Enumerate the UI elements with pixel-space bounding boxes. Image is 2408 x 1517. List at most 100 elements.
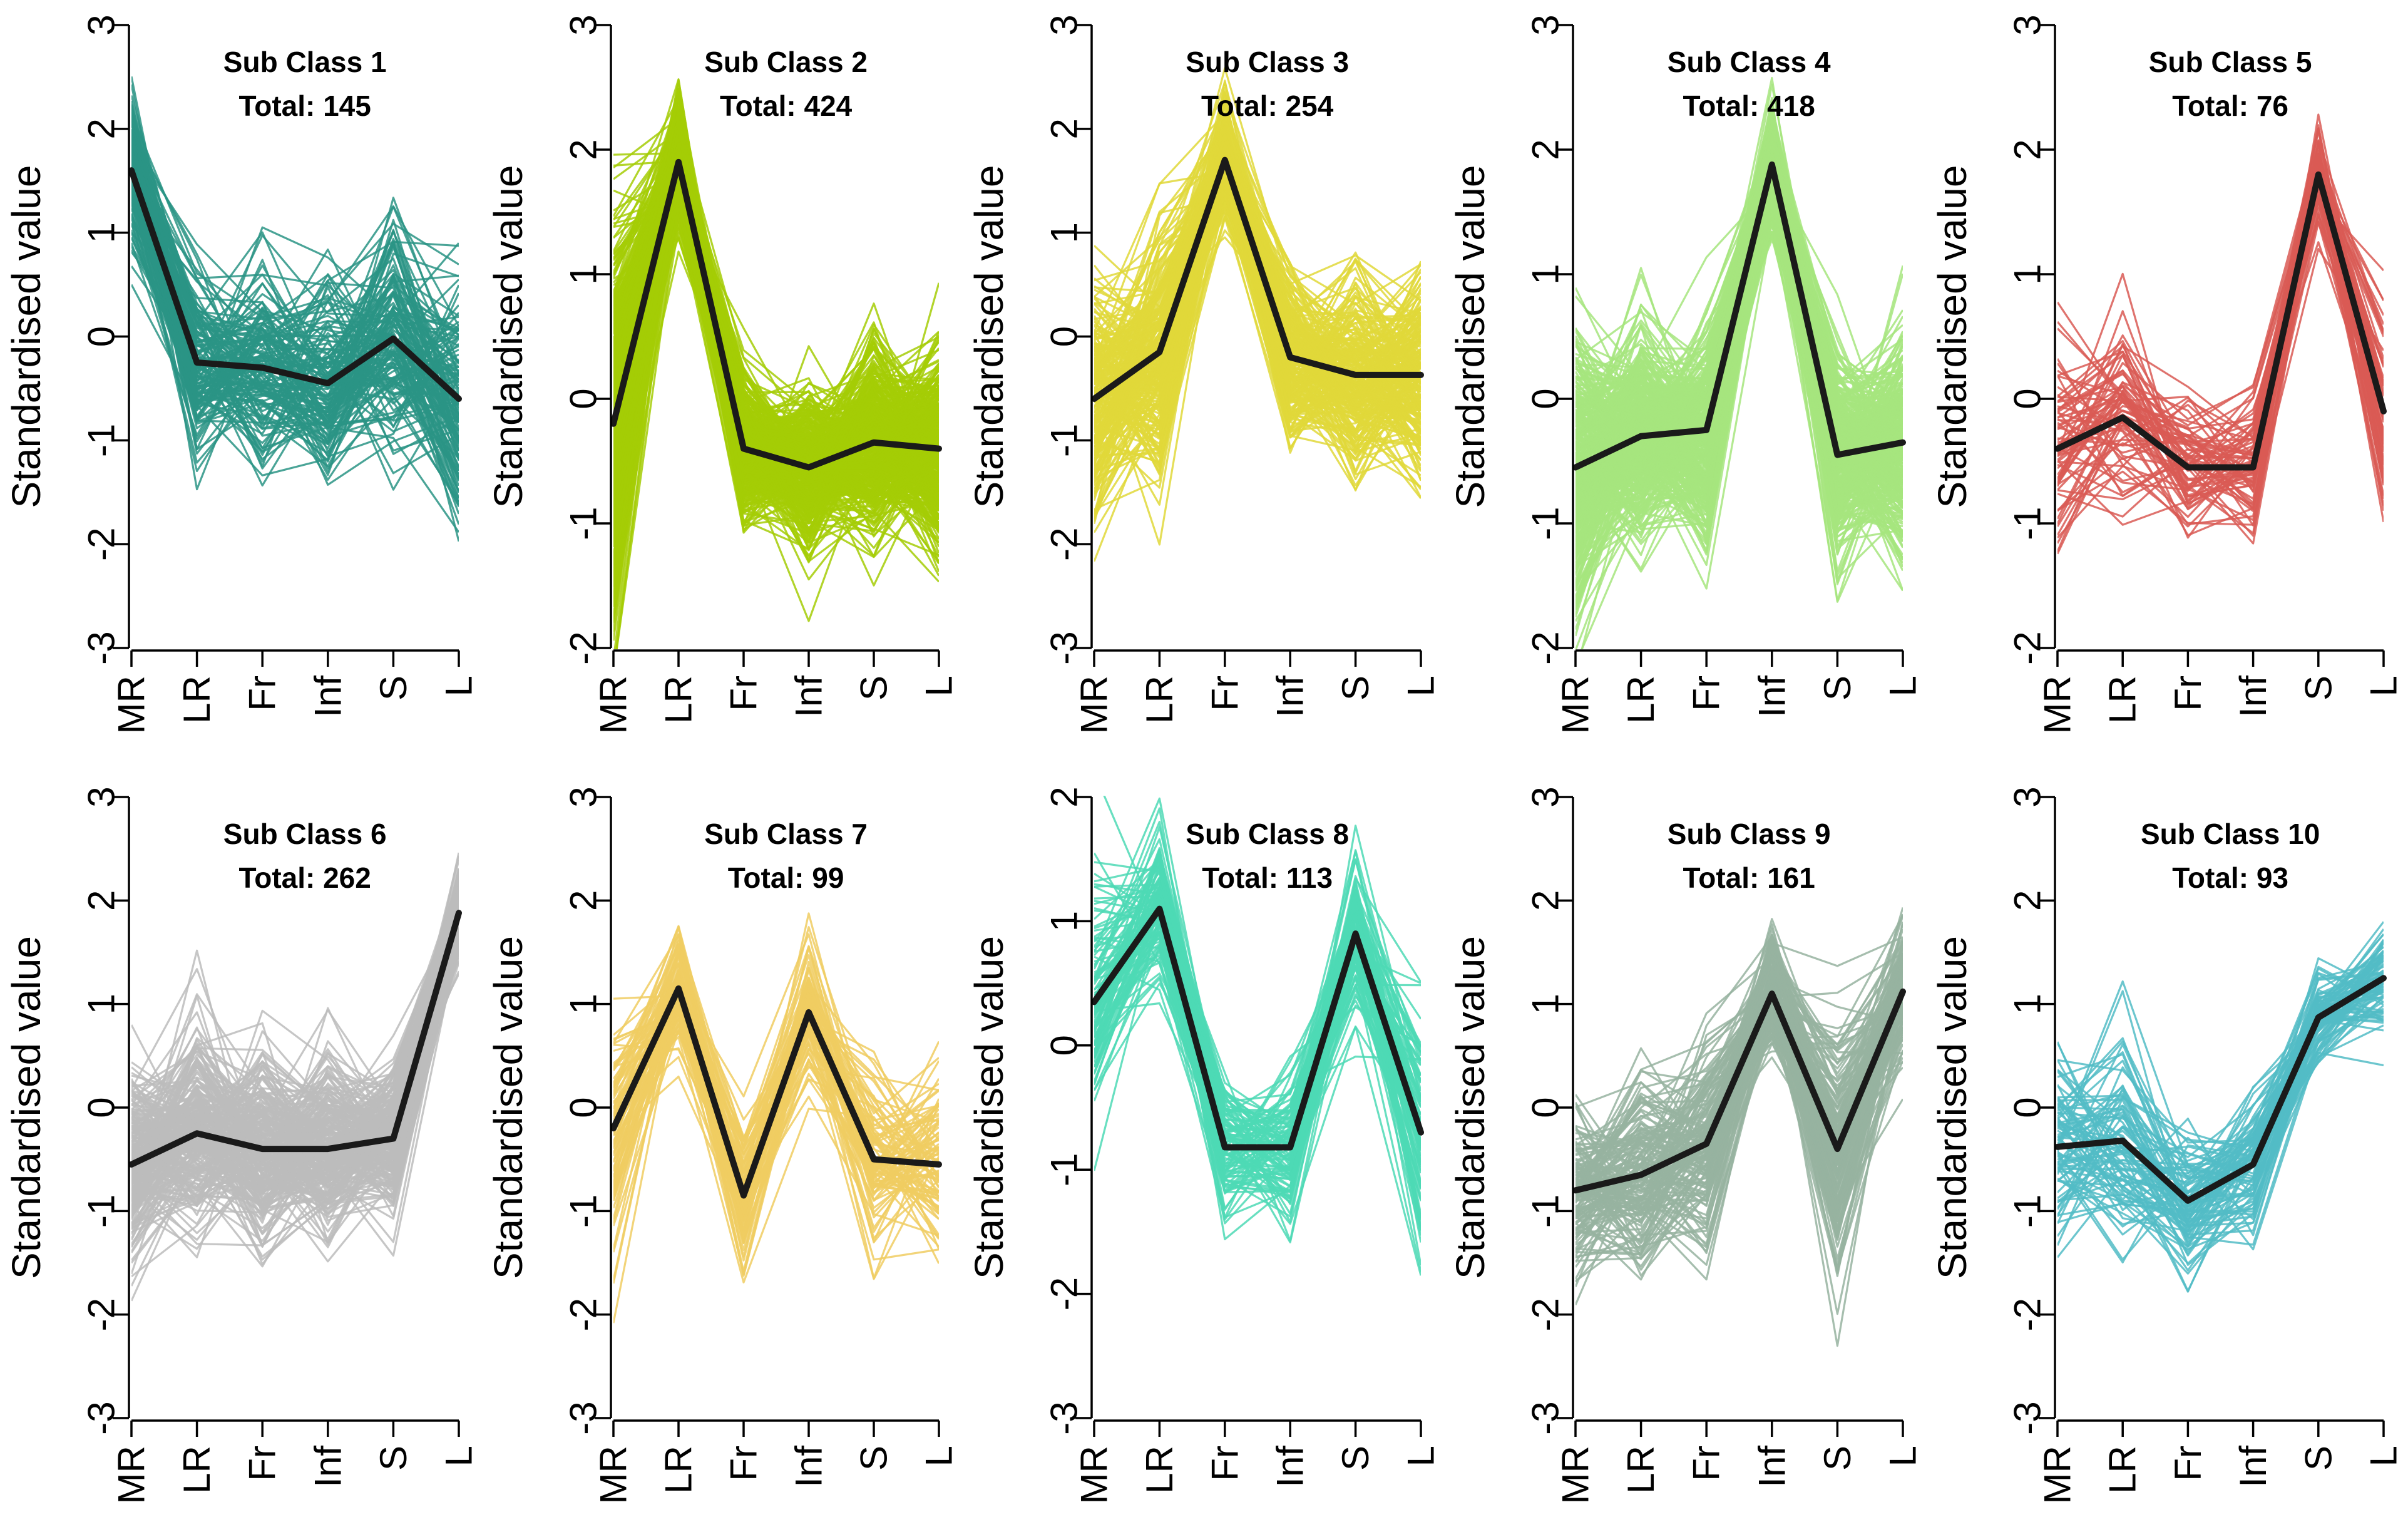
profile-line [613,983,939,1190]
profile-line [1575,939,1903,1282]
x-tick-label: S [853,1446,895,1471]
panel-total: Total: 161 [1683,861,1815,894]
profile-line [2057,933,2384,1175]
y-tick-label: -2 [563,1298,605,1331]
profile-bundle [1575,907,1903,1347]
panel-title: Sub Class 9 [1668,818,1831,850]
profile-line [1575,167,1903,548]
y-tick-label: -3 [1525,1401,1567,1434]
x-tick-label: S [1335,676,1376,701]
x-tick-label: Fr [1686,1446,1728,1481]
x-tick-label: MR [1073,1446,1115,1504]
x-tick-label: Fr [2167,676,2209,711]
profile-line [131,922,459,1225]
profile-line [1094,162,1421,427]
x-tick-label: Fr [1686,676,1728,711]
profile-line [613,978,939,1215]
panel-total: Total: 113 [1202,861,1333,894]
y-tick-label: -2 [81,527,123,560]
mean-profile-line [1572,988,1906,1194]
subclass-panel-8: 2 1 0 -1 -2 -3 MR LR Fr Inf S L Standardised value Su… [966,786,1442,1504]
x-tick-label: Fr [242,676,284,711]
x-tick-label: L [1882,676,1924,696]
y-tick-label: 0 [1043,1035,1085,1056]
profile-bundle [1575,76,1903,649]
x-tick-label: MR [1555,1446,1597,1504]
x-tick-label: S [853,676,895,701]
panel-title: Sub Class 10 [2141,818,2320,850]
y-tick-label: 3 [81,14,123,35]
x-tick-label: MR [1555,676,1597,734]
y-tick-label: 1 [563,264,605,284]
y-tick-label: 3 [563,14,605,35]
y-tick-label: 0 [81,326,123,347]
x-tick-label: LR [1620,1446,1662,1494]
profile-line [131,885,459,1195]
profile-line [1094,114,1421,411]
profile-line [1094,135,1421,435]
profile-line [1575,956,1903,1220]
profile-line [613,172,939,517]
y-tick-label: -2 [1525,631,1567,664]
x-tick-label: Fr [723,676,765,711]
y-tick-label: 3 [2007,786,2049,807]
x-tick-label: Inf [307,1446,349,1488]
y-tick-label: -1 [1043,424,1085,457]
profile-line [2057,982,2384,1200]
x-tick-label: S [2297,676,2339,701]
mean-profile-line [1572,161,1906,471]
x-tick-label: LR [1139,676,1181,724]
profile-line [131,160,459,525]
panel-total: Total: 93 [2172,861,2288,894]
subclass-panel-4: 3 2 1 0 -1 -2 MR LR Fr Inf S L Standardised value Sub… [1448,14,1924,734]
y-axis-title: Standardised value [1448,936,1493,1279]
x-tick-label: MR [2037,1446,2079,1504]
x-tick-label: S [1816,1446,1858,1471]
profile-line [1094,196,1421,399]
x-tick-label: Inf [788,676,830,717]
profile-line [1575,139,1903,526]
y-tick-label: -2 [1043,1277,1085,1310]
subclass-panel-2: 3 2 1 0 -1 -2 MR LR Fr Inf S L Standardised value Sub… [486,14,960,734]
profile-line [1094,949,1421,1276]
profile-line [131,153,459,416]
x-tick-label: L [2363,1446,2405,1466]
x-tick-label: LR [658,1446,700,1494]
y-tick-label: -1 [1525,507,1567,540]
y-tick-label: -3 [81,1401,123,1434]
subclass-panel-6: 3 2 1 0 -1 -2 -3 MR LR Fr Inf S L Standardised value S… [4,786,480,1504]
panel-total: Total: 76 [2172,90,2288,122]
x-tick-label: Fr [242,1446,284,1481]
y-tick-label: -2 [1043,527,1085,560]
profile-line [2057,950,2384,1197]
profile-line [1094,849,1421,1193]
y-tick-label: -1 [1043,1153,1085,1186]
x-tick-label: MR [1073,676,1115,734]
profile-bundle [613,78,939,649]
profile-line [2057,978,2384,1248]
y-tick-label: 0 [2007,1097,2049,1118]
y-axis-title: Standardised value [1930,165,1975,508]
panel-total: Total: 145 [239,90,371,122]
mean-profile-line [2054,171,2387,471]
profile-line [1575,960,1903,1266]
profile-line [2057,241,2384,468]
mean-profile-line [610,985,942,1199]
y-tick-label: -3 [563,1401,605,1434]
x-tick-label: Inf [788,1446,830,1488]
x-tick-label: L [2363,676,2405,696]
profile-line [131,892,459,1156]
x-tick-label: Inf [1751,1446,1793,1488]
subclass-panel-5: 3 2 1 0 -1 -2 MR LR Fr Inf S L Standardised value Sub… [1930,14,2405,734]
y-tick-label: 1 [1043,222,1085,243]
profile-line [1094,192,1421,439]
y-tick-label: 0 [81,1097,123,1118]
profile-line [1094,192,1421,495]
y-tick-label: 1 [81,994,123,1014]
y-tick-label: 3 [1043,14,1085,35]
x-tick-label: Inf [1751,676,1793,717]
mean-profile-line [1091,157,1424,402]
profile-line [131,910,459,1195]
y-tick-label: 1 [2007,994,2049,1014]
